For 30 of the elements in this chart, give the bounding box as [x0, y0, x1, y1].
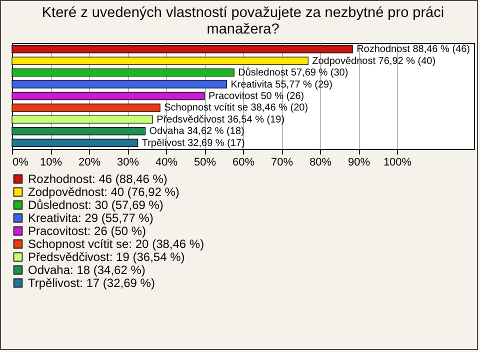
x-tick-label: 20% [78, 156, 101, 168]
legend-label: Schopnost vcítit se: 20 (38,46 %) [28, 237, 204, 251]
x-tick-label: 40% [155, 156, 178, 168]
data-label: Rozhodnost 88,46 % (46) [356, 44, 470, 56]
legend-label: Odvaha: 18 (34,62 %) [28, 263, 146, 277]
data-label: Pracovitost 50 % (26) [208, 91, 304, 102]
x-tick-label: 10% [40, 156, 62, 168]
data-label: Důslednost 57,69 % (30) [238, 66, 348, 79]
x-tick-label: 50% [194, 156, 216, 168]
x-tick-label: 80% [309, 156, 332, 168]
legend-label: Důslednost: 30 (57,69 %) [28, 198, 164, 212]
data-label: Kreativita 55,77 % (29) [230, 79, 332, 90]
data-label: Odvaha 34,62 % (18) [149, 126, 244, 138]
x-tick-label: 90% [348, 156, 370, 168]
data-label: Trpělivost 32,69 % (17) [142, 138, 245, 149]
legend-label: Rozhodnost: 46 (88,46 %) [28, 172, 168, 186]
legend-label: Kreativita: 29 (55,77 %) [28, 211, 154, 225]
x-tick-label: 100% [383, 156, 412, 168]
legend-label: Zodpovědnost: 40 (76,92 %) [28, 185, 180, 199]
chart-title: Které z uvedených vlastností považujete za nezbytné pro práci manažera? [42, 5, 444, 38]
legend-label: Předsvědčivost: 19 (36,54 %) [28, 250, 185, 264]
x-tick-label: 70% [270, 156, 294, 168]
data-label: Zodpovědnost 76,92 % (40) [312, 56, 436, 67]
x-tick-label: 60% [232, 156, 255, 168]
x-tick-label: 30% [116, 156, 140, 168]
legend-label: Trpělivost: 17 (32,69 %) [28, 276, 155, 290]
x-tick-label: 0% [12, 156, 29, 168]
data-label: Schopnost vcítit se 38,46 % (20) [164, 102, 308, 114]
data-label: Předsvědčivost 36,54 % (19) [156, 114, 285, 126]
legend-label: Pracovitost: 26 (50 %) [28, 224, 146, 238]
